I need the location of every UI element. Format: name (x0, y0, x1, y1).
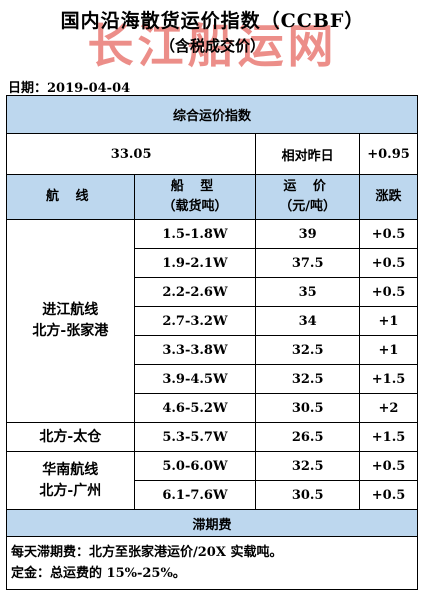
change-cell: +1.5 (359, 364, 418, 394)
rate-cell: 32.5 (255, 451, 361, 481)
table-row: 进江航线 北方-张家港 1.5-1.8W 39 +0.5 (6, 219, 418, 423)
page-subtitle: （含税成交价） (159, 37, 265, 55)
header-route: 航 线 (6, 174, 135, 220)
route-label: 进江航线 (42, 302, 99, 318)
demurrage-note-row: 每天滞期费：北方至张家港运价/20X 实载吨。 定金：总运费的 15%-25%。 (6, 536, 418, 590)
table-row: 华南航线 北方-广州 5.0-6.0W 32.5 +0.5 (6, 451, 418, 510)
header-change: 涨跌 (359, 174, 418, 220)
table-row: 1.9-2.1W 37.5 +0.5 (7, 248, 418, 278)
header-ship-type-sub: （载货吨） (162, 199, 228, 214)
table-row: 6.1-7.6W 30.5 +0.5 (7, 480, 418, 510)
rate-cell: 32.5 (255, 364, 361, 394)
demurrage-line-fee: 每天滞期费：北方至张家港运价/20X 实载吨。 (11, 545, 283, 560)
change-cell: +0.5 (359, 480, 418, 510)
rate-cell: 26.5 (255, 422, 361, 452)
composite-title-row: 综合运价指数 (6, 95, 418, 134)
rate-cell: 32.5 (255, 335, 361, 365)
date-line: 日期：2019-04-04 (8, 81, 131, 96)
demurrage-note: 每天滞期费：北方至张家港运价/20X 实载吨。 定金：总运费的 15%-25%。 (6, 536, 418, 590)
header-rate-label: 运 价 (283, 179, 332, 194)
change-cell: +1.5 (359, 422, 418, 452)
change-cell: +0.5 (359, 219, 418, 249)
route-cell: 北方-太仓 (6, 422, 135, 452)
route-label: 北方-广州 (39, 482, 102, 499)
ship-type-cell: 5.0-6.0W (133, 451, 257, 481)
ship-type-cell: 1.5-1.8W (133, 219, 257, 249)
rate-cell: 34 (255, 306, 361, 336)
demurrage-title-row: 滞期费 (6, 509, 418, 537)
table-row: 3.3-3.8W 32.5 +1 (7, 335, 418, 365)
header-ship-type: 船 型 （载货吨） (133, 174, 257, 220)
column-header-row: 航 线 船 型 （载货吨） 运 价 （元/吨） 涨跌 (6, 174, 418, 220)
ship-type-cell: 4.6-5.2W (133, 393, 257, 423)
composite-title: 综合运价指数 (6, 95, 418, 134)
header: 长江船运网 国内沿海散货运价指数（CCBF） （含税成交价） (0, 0, 425, 73)
route-label: 北方-太仓 (39, 428, 102, 445)
change-cell: +0.5 (359, 248, 418, 278)
route-label: 华南航线 (42, 461, 99, 478)
ship-type-cell: 3.9-4.5W (133, 364, 257, 394)
rate-cell: 39 (255, 219, 361, 249)
change-cell: +0.5 (359, 451, 418, 481)
page-title: 国内沿海散货运价指数（CCBF） (60, 10, 365, 32)
ship-type-cell: 2.7-3.2W (133, 306, 257, 336)
rate-cell: 35 (255, 277, 361, 307)
header-rate: 运 价 （元/吨） (255, 174, 361, 220)
route-cell: 华南航线北方-广州 (6, 451, 135, 510)
composite-row: 33.05 相对昨日 +0.95 (5, 133, 418, 175)
table-row: 2.2-2.6W 35 +0.5 (7, 277, 418, 307)
change-cell: +2 (359, 393, 418, 423)
header-ship-type-label: 船 型 (170, 179, 220, 194)
route-cell: 进江航线北方-张家港 (6, 219, 135, 423)
change-cell: +1 (359, 306, 418, 336)
change-cell: +1 (359, 335, 418, 365)
demurrage-title: 滞期费 (6, 509, 418, 537)
composite-change-label: 相对昨日 (255, 133, 361, 175)
rate-cell: 30.5 (255, 480, 361, 510)
composite-change-value: +0.95 (359, 133, 418, 175)
table-row: 2.7-3.2W 34 +1 (7, 306, 418, 336)
table-row: 北方-太仓 5.3-5.7W 26.5 +1.5 (6, 422, 418, 452)
watermark: 长江船运网 (87, 19, 338, 73)
rate-cell: 37.5 (255, 248, 361, 278)
table-row: 4.6-5.2W 30.5 +2 (7, 393, 418, 423)
ship-type-cell: 2.2-2.6W (133, 277, 257, 307)
table-row: 3.9-4.5W 32.5 +1.5 (7, 364, 418, 394)
demurrage-line-deposit: 定金：总运费的 15%-25%。 (11, 566, 186, 581)
rate-index-table: 综合运价指数 33.05 相对昨日 +0.95 航 线 船 型 （载货吨） 运 … (5, 95, 418, 590)
ship-type-cell: 6.1-7.6W (133, 480, 257, 510)
rate-cell: 30.5 (255, 393, 361, 423)
composite-value: 33.05 (5, 133, 257, 175)
change-cell: +0.5 (359, 277, 418, 307)
ship-type-cell: 1.9-2.1W (133, 248, 257, 278)
ship-type-cell: 3.3-3.8W (133, 335, 257, 365)
ship-type-cell: 5.3-5.7W (133, 422, 257, 452)
route-label: 北方-张家港 (32, 323, 109, 339)
header-rate-sub: （元/吨） (279, 199, 337, 214)
